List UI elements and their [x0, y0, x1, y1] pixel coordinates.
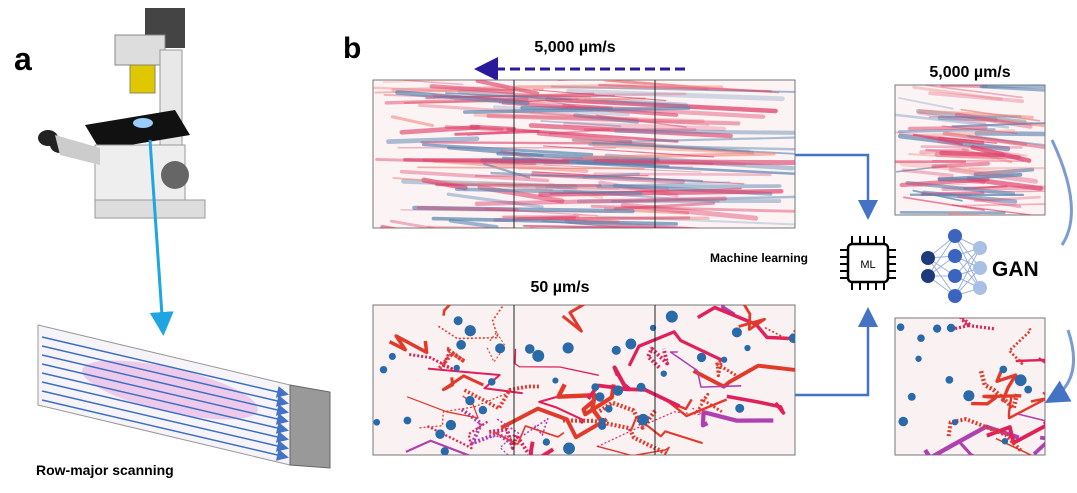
cell	[465, 325, 476, 336]
focus-knob	[161, 161, 189, 189]
cell	[404, 417, 412, 425]
figure: a Row-major scanning b 5,000 µm/s 50 µm/…	[0, 0, 1077, 488]
cell	[637, 383, 646, 392]
cell	[612, 346, 621, 355]
cell	[456, 340, 466, 350]
streak	[382, 227, 444, 238]
cell	[1024, 386, 1032, 394]
cell	[563, 342, 574, 353]
cell	[666, 311, 678, 323]
streak	[558, 74, 683, 80]
cell	[933, 324, 941, 332]
nn-node	[948, 269, 962, 283]
nn-node	[973, 241, 987, 255]
cell	[441, 447, 449, 455]
streak	[388, 139, 477, 142]
cell	[446, 420, 456, 430]
cell	[898, 417, 908, 427]
streak	[530, 228, 722, 240]
arrow	[795, 312, 868, 395]
cell	[637, 414, 649, 426]
cell	[897, 323, 905, 331]
cell	[532, 350, 544, 362]
cell	[495, 343, 505, 353]
streak	[942, 153, 1003, 155]
cell	[613, 385, 623, 395]
cell	[435, 429, 445, 439]
cell	[946, 376, 954, 384]
cell	[661, 370, 667, 376]
cell	[947, 324, 955, 332]
speed-label: 5,000 µm/s	[534, 39, 615, 56]
cell	[789, 334, 799, 344]
nn-node	[973, 281, 987, 295]
cell	[380, 366, 387, 373]
speed-label: 5,000 µm/s	[929, 64, 1010, 81]
slide	[38, 325, 330, 468]
streak	[518, 218, 689, 219]
cell	[525, 344, 535, 354]
cell	[908, 393, 916, 401]
microscope	[38, 8, 205, 218]
nn-node	[921, 251, 935, 265]
cell	[605, 405, 613, 413]
streak	[910, 128, 986, 129]
arrow	[795, 155, 868, 215]
cell	[598, 422, 606, 430]
cell	[595, 392, 604, 401]
cell	[552, 377, 558, 383]
nn-node	[921, 269, 935, 283]
nn-node	[973, 261, 987, 275]
flow-arrow	[1050, 330, 1074, 400]
cell	[465, 396, 474, 405]
cell	[1002, 438, 1009, 445]
chip-label: ML	[860, 259, 875, 271]
nn-node	[948, 229, 962, 243]
nn-node	[948, 289, 962, 303]
cell	[732, 327, 742, 337]
base	[95, 200, 205, 218]
streak	[616, 131, 797, 133]
panel-label: b	[343, 32, 361, 65]
eyepiece-tube	[55, 135, 100, 165]
cell	[625, 339, 636, 350]
sample	[133, 118, 153, 128]
cell	[591, 383, 599, 391]
cell	[488, 378, 496, 386]
cell	[963, 390, 974, 401]
cell	[454, 316, 463, 325]
cell	[373, 419, 380, 426]
neural-network	[921, 229, 987, 303]
panel-label: a	[14, 41, 32, 77]
streak	[942, 85, 986, 86]
cell	[453, 365, 460, 372]
cell	[952, 419, 958, 425]
flow-arrow	[1052, 140, 1071, 245]
cell	[1000, 366, 1008, 374]
streak	[933, 164, 987, 167]
caption: Row-major scanning	[36, 462, 174, 478]
cell	[389, 353, 396, 360]
cell	[563, 443, 575, 455]
nn-node	[948, 249, 962, 263]
streak	[405, 160, 568, 162]
speed-label: 50 µm/s	[530, 279, 589, 296]
slide-label	[290, 385, 330, 468]
cell	[721, 357, 727, 363]
cell	[697, 353, 706, 362]
cell	[1015, 374, 1027, 386]
condenser	[130, 65, 155, 93]
cell	[543, 438, 550, 445]
model-label: GAN	[992, 258, 1039, 281]
fiber	[1044, 405, 1077, 431]
method-label: Machine learning	[710, 251, 808, 265]
streak	[983, 86, 1077, 87]
lamp-housing	[115, 35, 165, 65]
cell	[735, 404, 744, 413]
cell	[479, 406, 487, 414]
cell	[744, 345, 750, 351]
cell	[917, 334, 925, 342]
cell	[915, 356, 921, 362]
streak	[596, 162, 816, 163]
